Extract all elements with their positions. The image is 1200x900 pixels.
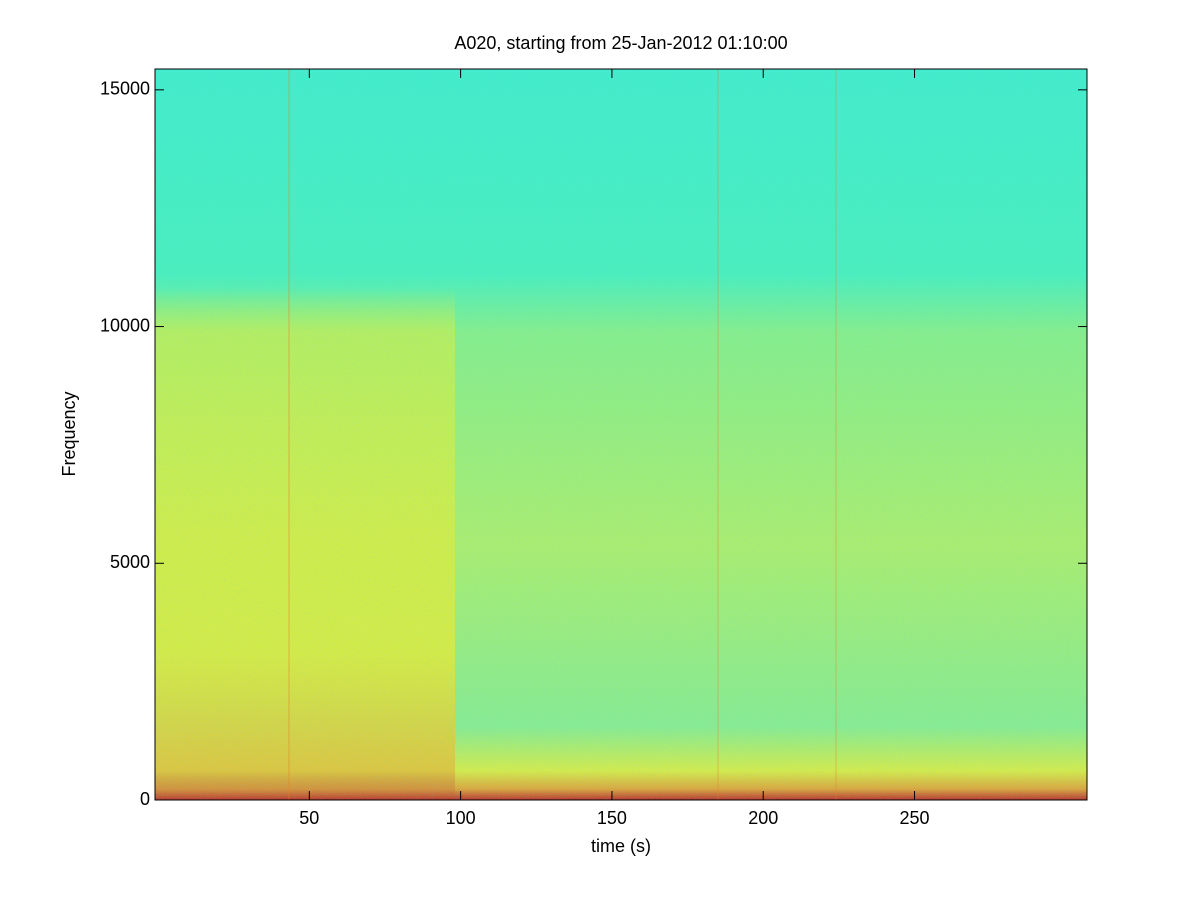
y-tick-label: 0 xyxy=(140,789,150,809)
y-axis-label: Frequency xyxy=(59,391,79,476)
y-tick-label: 10000 xyxy=(100,315,150,335)
y-tick-label: 15000 xyxy=(100,79,150,99)
x-tick-label: 250 xyxy=(899,808,929,828)
plot-frame xyxy=(154,68,1088,801)
x-tick-label: 200 xyxy=(748,808,778,828)
spectrogram-image xyxy=(155,69,1087,800)
x-tick-label: 50 xyxy=(299,808,319,828)
x-tick-label: 100 xyxy=(446,808,476,828)
chart-title: A020, starting from 25-Jan-2012 01:10:00 xyxy=(454,33,787,53)
y-tick-label: 5000 xyxy=(110,552,150,572)
x-axis-label: time (s) xyxy=(591,836,651,856)
x-tick-label: 150 xyxy=(597,808,627,828)
